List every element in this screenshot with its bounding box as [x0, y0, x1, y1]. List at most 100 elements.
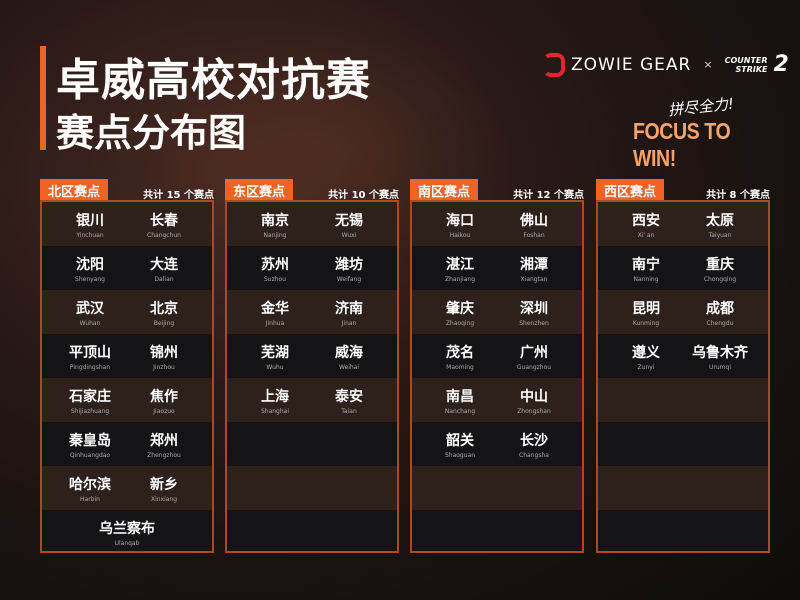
- city-name: 肇庆: [446, 300, 474, 317]
- city-pinyin: Maoming: [446, 363, 474, 371]
- city-row: 韶关 Shaoguan 长沙 Changsha: [412, 422, 582, 466]
- region-tab: 东区赛点: [225, 179, 294, 200]
- collab-x: ×: [703, 58, 713, 71]
- city-pinyin: Zhengzhou: [147, 451, 181, 459]
- city-row: [227, 466, 397, 510]
- city-name: 上海: [261, 388, 289, 405]
- city-item: 重庆 Chongqing: [689, 254, 751, 283]
- city-row: [598, 466, 768, 510]
- city-item: 哈尔滨 Harbin: [59, 474, 121, 503]
- region-tab: 南区赛点: [410, 179, 479, 200]
- city-row: 金华 Jinhua 济南 Jinan: [227, 290, 397, 334]
- city-item: 南昌 Nanchang: [429, 386, 491, 415]
- city-row: 平顶山 Pingdingshan 锦州 Jinzhou: [42, 334, 212, 378]
- city-pinyin: Wuhan: [79, 319, 101, 327]
- city-row: 沈阳 Shenyang 大连 Dalian: [42, 246, 212, 290]
- city-pinyin: Zunyi: [637, 363, 655, 371]
- region-count: 共计 8 个赛点: [706, 190, 770, 201]
- city-item: 新乡 Xinxiang: [133, 474, 195, 503]
- city-row: 南京 Nanjing 无锡 Wuxi: [227, 202, 397, 246]
- city-name: 成都: [706, 300, 734, 317]
- city-item: 金华 Jinhua: [244, 298, 306, 327]
- city-pinyin: Suzhou: [263, 275, 287, 283]
- page-title: 卓威高校对抗赛: [56, 55, 371, 106]
- city-row: 南昌 Nanchang 中山 Zhongshan: [412, 378, 582, 422]
- city-row: 秦皇岛 Qinhuangdao 郑州 Zhengzhou: [42, 422, 212, 466]
- city-item: 佛山 Foshan: [503, 210, 565, 239]
- city-row: 哈尔滨 Harbin 新乡 Xinxiang: [42, 466, 212, 510]
- city-name: 西安: [632, 212, 660, 229]
- city-name: 南昌: [446, 388, 474, 405]
- city-name: 武汉: [76, 300, 104, 317]
- city-row: 西安 Xi' an 太原 Taiyuan: [598, 202, 768, 246]
- city-pinyin: Zhaoqing: [445, 319, 475, 327]
- city-pinyin: Haikou: [449, 231, 471, 239]
- city-name: 锦州: [150, 344, 178, 361]
- cs-wordmark: COUNTER STRIKE: [724, 55, 768, 74]
- city-pinyin: Weihai: [338, 363, 360, 371]
- city-list: 南京 Nanjing 无锡 Wuxi 苏州 Suzhou 潍坊 Weifang 金华 Jinhua…: [225, 200, 399, 553]
- city-pinyin: Zhanjiang: [444, 275, 475, 283]
- region-panel: 东区赛点 共计 10 个赛点 南京 Nanjing 无锡 Wuxi 苏州 Suzhou 潍坊 W…: [225, 179, 399, 553]
- city-item: 郑州 Zhengzhou: [133, 430, 195, 459]
- city-name: 中山: [520, 388, 548, 405]
- city-item: 锦州 Jinzhou: [133, 342, 195, 371]
- region-tab: 北区赛点: [40, 179, 109, 200]
- city-name: 太原: [706, 212, 734, 229]
- city-row: [227, 510, 397, 551]
- city-item: 北京 Beijing: [133, 298, 195, 327]
- city-name: 广州: [520, 344, 548, 361]
- city-name: 无锡: [335, 212, 363, 229]
- city-name: 韶关: [446, 432, 474, 449]
- city-name: 南京: [261, 212, 289, 229]
- city-item: 太原 Taiyuan: [689, 210, 751, 239]
- city-row: [412, 466, 582, 510]
- slogan: FOCUS TO WIN!: [633, 118, 731, 171]
- city-pinyin: Zhongshan: [517, 407, 551, 415]
- region-tab: 西区赛点: [596, 179, 665, 200]
- city-pinyin: Wuhu: [266, 363, 284, 371]
- city-item: 南京 Nanjing: [244, 210, 306, 239]
- cs-number: 2: [773, 52, 789, 77]
- city-item: 苏州 Suzhou: [244, 254, 306, 283]
- city-pinyin: Shanghai: [260, 407, 290, 415]
- city-name: 泰安: [335, 388, 363, 405]
- city-name: 北京: [150, 300, 178, 317]
- city-row: 上海 Shanghai 泰安 Taian: [227, 378, 397, 422]
- city-row: 肇庆 Zhaoqing 深圳 Shenzhen: [412, 290, 582, 334]
- city-item: 茂名 Maoming: [429, 342, 491, 371]
- city-pinyin: Taiyuan: [708, 231, 732, 239]
- city-item: 韶关 Shaoguan: [429, 430, 491, 459]
- city-pinyin: Nanning: [633, 275, 659, 283]
- city-pinyin: Taian: [341, 407, 357, 415]
- city-pinyin: Changchun: [147, 231, 181, 239]
- city-pinyin: Chongqing: [703, 275, 737, 283]
- city-name: 昆明: [632, 300, 660, 317]
- slogan-cn: 拼尽全力!: [667, 94, 735, 120]
- city-item: 广州 Guangzhou: [503, 342, 565, 371]
- region-panel: 北区赛点 共计 15 个赛点 银川 Yinchuan 长春 Changchun 沈阳 She…: [40, 179, 214, 553]
- city-name: 海口: [446, 212, 474, 229]
- city-item: 昆明 Kunming: [615, 298, 677, 327]
- city-pinyin: Xiangtan: [520, 275, 548, 283]
- city-pinyin: Harbin: [80, 495, 100, 503]
- city-name: 佛山: [520, 212, 548, 229]
- city-name: 济南: [335, 300, 363, 317]
- city-name: 石家庄: [69, 388, 111, 405]
- city-name: 金华: [261, 300, 289, 317]
- city-pinyin: Jinan: [341, 319, 357, 327]
- city-pinyin: Shijiazhuang: [70, 407, 110, 415]
- city-pinyin: Kunming: [632, 319, 660, 327]
- region-panel: 西区赛点 共计 8 个赛点 西安 Xi' an 太原 Taiyuan 南宁 Nanning 重…: [596, 179, 770, 553]
- city-name: 长沙: [520, 432, 548, 449]
- city-name: 沈阳: [76, 256, 104, 273]
- zowie-logo-icon: [543, 52, 565, 77]
- region-panel: 南区赛点 共计 12 个赛点 海口 Haikou 佛山 Foshan 湛江 Zhanjian…: [410, 179, 584, 553]
- city-item: 沈阳 Shenyang: [59, 254, 121, 283]
- city-pinyin: Beijing: [153, 319, 175, 327]
- city-pinyin: Nanchang: [444, 407, 476, 415]
- city-name: 银川: [76, 212, 104, 229]
- city-name: 大连: [150, 256, 178, 273]
- city-pinyin: Xi' an: [637, 231, 655, 239]
- city-item: 潍坊 Weifang: [318, 254, 380, 283]
